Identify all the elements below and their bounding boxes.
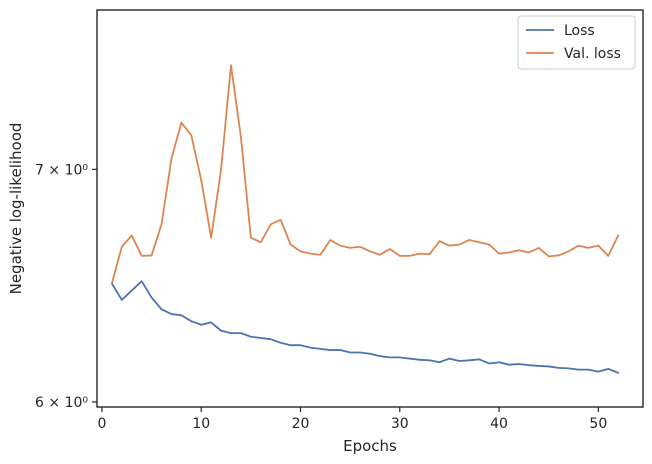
x-tick-label: 30 <box>391 416 409 432</box>
legend: Loss Val. loss <box>517 15 636 70</box>
x-tick-label: 20 <box>292 416 310 432</box>
x-tick-label: 50 <box>589 416 607 432</box>
x-tick-label: 10 <box>192 416 210 432</box>
legend-label: Loss <box>564 23 595 39</box>
x-axis-label: Epochs <box>343 437 397 455</box>
series-line-loss <box>110 280 620 374</box>
series-line-val-loss <box>110 64 620 285</box>
x-tick-label: 0 <box>98 416 107 432</box>
axes-frame <box>96 9 644 408</box>
x-tick-label: 40 <box>490 416 508 432</box>
legend-label: Val. loss <box>564 46 621 62</box>
y-tick-label: 7 × 10⁰ <box>35 162 88 178</box>
y-tick-label: 6 × 10⁰ <box>35 395 88 411</box>
chart-marks <box>110 64 620 374</box>
y-axis-label: Negative log-likelihood <box>7 123 25 295</box>
axis-ticks: 0 10 20 30 40 50 6 × 10⁰ 7 × 10⁰ <box>35 162 607 432</box>
